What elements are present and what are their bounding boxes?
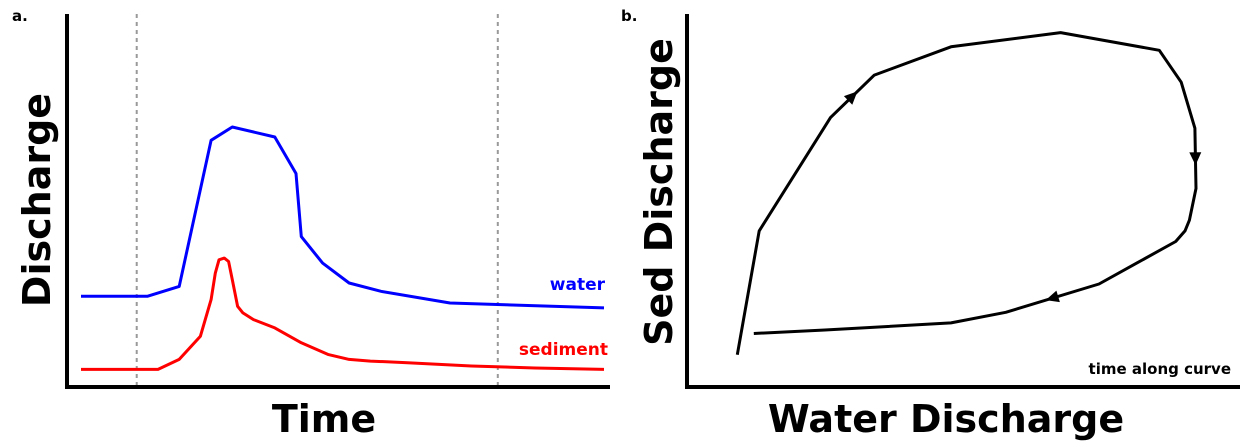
- direction-arrow-icon: [1189, 152, 1202, 166]
- direction-arrow-icon: [843, 91, 858, 105]
- series-group: [81, 125, 605, 371]
- panel-b-label: b.: [621, 7, 637, 25]
- hysteresis-loop-line: [735, 31, 1198, 356]
- series-group: [735, 31, 1202, 356]
- series-line-water: [81, 125, 605, 310]
- direction-arrow-icon: [1045, 290, 1060, 303]
- x-axis-title: Time: [272, 397, 376, 441]
- panel-a: a. Time Discharge water sediment: [12, 7, 610, 441]
- series-line-sediment: [81, 256, 605, 371]
- y-axis-title: Discharge: [15, 93, 59, 307]
- annotation-time-along-curve: time along curve: [1089, 360, 1231, 378]
- series-label-sediment: sediment: [519, 340, 608, 360]
- y-axis-title: Sed Discharge: [637, 38, 681, 346]
- reference-lines: [135, 14, 499, 386]
- panel-a-label: a.: [12, 7, 28, 25]
- series-label-water: water: [550, 275, 606, 295]
- x-axis-title: Water Discharge: [768, 397, 1124, 441]
- panel-b: b. Water Discharge Sed Discharge time al…: [621, 7, 1240, 441]
